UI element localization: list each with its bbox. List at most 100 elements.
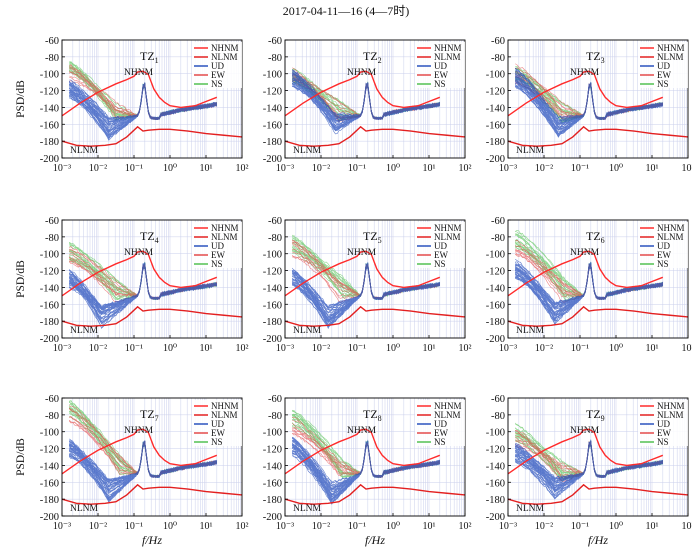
legend-label-nlnm: NLNM	[434, 410, 461, 420]
y-tick-label: -100	[486, 428, 505, 439]
y-axis-label: PSD/dB	[15, 260, 27, 298]
x-tick-label: 10⁻³	[53, 521, 71, 532]
x-tick-label: 10²	[682, 521, 692, 532]
plot-frame	[61, 397, 243, 517]
legend-label-nhnm: NHNM	[434, 401, 462, 411]
psd-curve-ud	[68, 440, 217, 500]
psd-curve-ud	[69, 263, 217, 315]
nlnm-annotation: NLNM	[516, 146, 545, 156]
psd-curve-ud	[292, 83, 440, 122]
psd-curves	[514, 422, 664, 500]
x-tick-label: 10⁻¹	[348, 163, 366, 174]
legend-label-ew: EW	[434, 70, 448, 80]
x-tick-label: 10⁻²	[312, 343, 330, 354]
x-tick-label: 10¹	[423, 163, 436, 174]
legend-label-ud: UD	[657, 419, 670, 429]
legend-label-nhnm: NHNM	[657, 43, 685, 53]
y-tick-label: -180	[486, 317, 505, 328]
legend-label-ns: NS	[211, 437, 223, 447]
legend-background	[638, 222, 688, 268]
x-tick-label: 10⁻¹	[348, 343, 366, 354]
y-tick-label: -160	[263, 300, 282, 311]
y-tick-label: -120	[263, 445, 282, 456]
y-tick-label: -60	[268, 36, 282, 47]
y-tick-label: -80	[268, 411, 282, 422]
x-tick-label: 10⁻¹	[125, 521, 143, 532]
x-tick-label: 10¹	[423, 343, 436, 354]
psd-curve-ud	[69, 86, 218, 132]
x-tick-label: 10⁻³	[276, 163, 294, 174]
series-ud	[291, 436, 441, 505]
nhnm-annotation: NHNM	[124, 68, 154, 78]
x-tick-label: 10⁻¹	[125, 163, 143, 174]
legend-label-ns: NS	[434, 437, 446, 447]
x-tick-label: 10⁻³	[276, 521, 294, 532]
nhnm-annotation: NHNM	[124, 426, 154, 436]
legend-label-nlnm: NLNM	[657, 232, 684, 242]
nhnm-curve	[62, 70, 218, 117]
nhnm-annotation: NHNM	[570, 426, 600, 436]
legend-label-ns: NS	[657, 259, 669, 269]
y-tick-label: -80	[268, 233, 282, 244]
x-tick-label: 10⁰	[386, 163, 400, 174]
nhnm-annotation: NHNM	[347, 426, 377, 436]
y-tick-label: -100	[40, 428, 59, 439]
subplot-title: TZ8	[363, 407, 382, 423]
y-tick-label: -140	[263, 103, 282, 114]
y-axis-label: PSD/dB	[15, 80, 27, 118]
y-tick-label: -80	[491, 411, 505, 422]
y-tick-label: -160	[40, 120, 59, 131]
subplot-title-subscript: 5	[378, 236, 382, 245]
subplot-tz3: -200 -180 -160 -140 -120 -100 -80 -60 10⁻³ 10⁻² 10…	[486, 36, 692, 174]
y-tick-label: -120	[40, 267, 59, 278]
y-tick-label: -100	[40, 250, 59, 261]
psd-curves	[514, 230, 664, 325]
y-tick-label: -60	[268, 216, 282, 227]
plot-frame	[61, 39, 243, 159]
psd-curve-ud	[68, 442, 217, 502]
subplot-tz5: -200 -180 -160 -140 -120 -100 -80 -60 10⁻³ 10⁻² 10…	[263, 216, 472, 354]
y-tick-label: -140	[263, 283, 282, 294]
x-tick-label: 10¹	[646, 521, 659, 532]
x-tick-label: 10⁻²	[312, 163, 330, 174]
legend-label-ew: EW	[657, 70, 671, 80]
psd-curve-ud	[69, 440, 217, 488]
y-tick-label: -80	[491, 233, 505, 244]
legend-label-ns: NS	[657, 79, 669, 89]
legend-background	[638, 42, 688, 88]
y-tick-label: -160	[486, 300, 505, 311]
y-tick-label: -140	[263, 461, 282, 472]
y-tick-label: -140	[40, 283, 59, 294]
nhnm-curve	[62, 250, 218, 297]
legend-label-nhnm: NHNM	[211, 401, 239, 411]
y-tick-label: -60	[491, 394, 505, 405]
y-tick-label: -100	[486, 70, 505, 81]
subplot-tz9: -200 -180 -160 -140 -120 -100 -80 -60 10⁻³ 10⁻² 10…	[486, 394, 692, 547]
x-tick-label: 10¹	[200, 343, 213, 354]
subplot-title-station: TZ	[363, 49, 378, 63]
legend-label-nhnm: NHNM	[211, 223, 239, 233]
nhnm-curve	[508, 428, 664, 475]
x-tick-label: 10⁻³	[53, 343, 71, 354]
legend-label-ud: UD	[657, 241, 670, 251]
x-tick-label: 10⁻²	[89, 521, 107, 532]
legend-label-nlnm: NLNM	[657, 410, 684, 420]
nlnm-annotation: NLNM	[516, 504, 545, 514]
subplot-tz6: -200 -180 -160 -140 -120 -100 -80 -60 10⁻³ 10⁻² 10…	[486, 216, 692, 354]
x-tick-label: 10⁻³	[499, 343, 517, 354]
psd-curve-ud	[292, 78, 440, 120]
x-tick-label: 10⁻³	[276, 343, 294, 354]
psd-curves	[291, 234, 441, 330]
figure-title: 2017-04-11—16 (4—7时)	[283, 4, 410, 18]
x-tick-label: 10⁰	[163, 163, 177, 174]
nhnm-curve	[62, 428, 218, 475]
nhnm-annotation: NHNM	[347, 68, 377, 78]
legend-label-ud: UD	[434, 419, 447, 429]
subplot-title: TZ2	[363, 49, 382, 65]
x-tick-label: 10²	[682, 343, 692, 354]
x-axis-label: f/Hz	[365, 533, 385, 547]
